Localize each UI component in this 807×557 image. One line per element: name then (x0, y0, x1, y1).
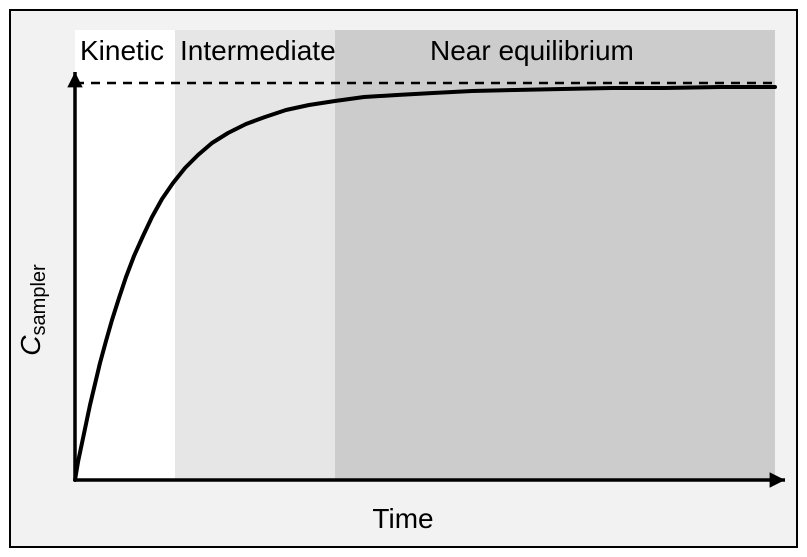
x-axis-label: Time (372, 503, 433, 534)
region-label-equilibrium: Near equilibrium (430, 35, 634, 66)
chart-container: KineticIntermediateNear equilibriumTimeC… (0, 0, 807, 557)
region-equilibrium (335, 30, 775, 480)
region-label-kinetic: Kinetic (80, 35, 164, 66)
chart-svg: KineticIntermediateNear equilibriumTimeC… (0, 0, 807, 557)
region-intermediate (175, 30, 335, 480)
region-label-intermediate: Intermediate (180, 35, 336, 66)
